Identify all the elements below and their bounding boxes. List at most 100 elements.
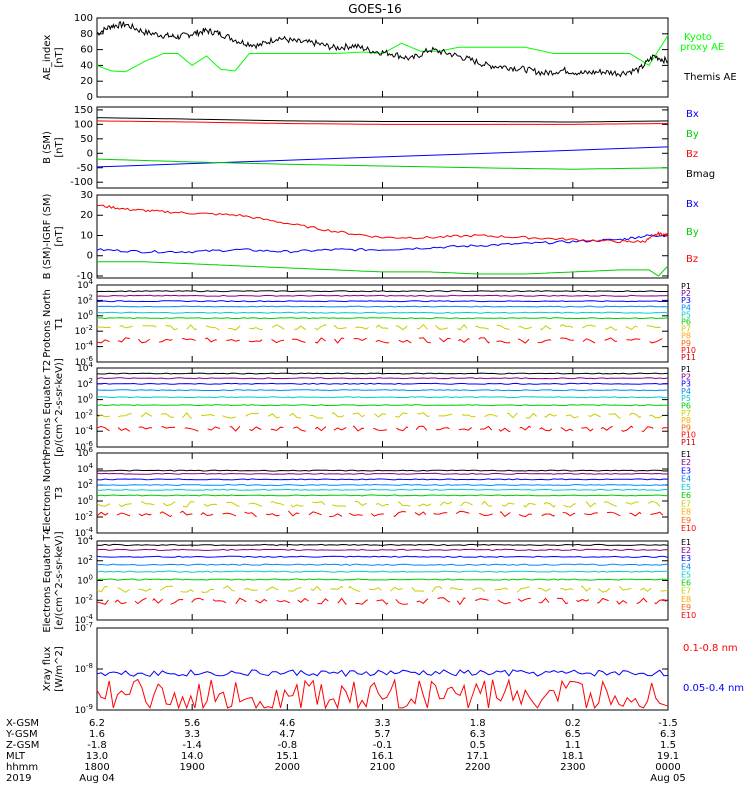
legend-label: E4 — [681, 475, 691, 484]
series-line — [96, 290, 668, 293]
legend-label: P9 — [681, 423, 691, 432]
legend-label: P6 — [681, 318, 691, 327]
y-axis-label: Protons Equator T2 [p/(cm^2-s-sr-keV)] — [42, 358, 65, 457]
series-line — [96, 294, 669, 297]
legend-label: Kyoto — [684, 32, 712, 43]
panel-frame — [96, 452, 669, 534]
tick-label: 40 — [80, 60, 93, 71]
series-line — [96, 469, 669, 472]
x-tick-label: 2200 — [465, 762, 490, 773]
y-axis-label: AE_index [nT] — [42, 35, 65, 81]
x-tick-label: 4.6 — [279, 718, 295, 729]
series-line — [97, 488, 669, 491]
panel-frame — [96, 367, 669, 448]
tick-label: 30 — [80, 190, 93, 201]
panel-frame — [96, 284, 669, 363]
legend-label: E7 — [681, 499, 691, 508]
legend-label: E8 — [681, 508, 691, 517]
tick-label: 0 — [87, 92, 93, 103]
legend-label: P2 — [681, 372, 691, 381]
y-axis-label: Electrons Equator T4 [e/(cm^2-s-sr-keV)] — [42, 528, 65, 632]
legend-label: E5 — [681, 570, 691, 579]
x-tick-label: 5.7 — [375, 729, 391, 740]
tick-label: 10-4 — [75, 526, 94, 539]
tick-label: 10-2 — [75, 510, 93, 523]
panel-frame — [96, 540, 669, 621]
tick-label: 104 — [77, 361, 93, 374]
y-label-unit: [e/(cm^2-s-sr-keV)] — [54, 531, 65, 629]
tick-label: 100 — [74, 119, 93, 130]
tick-label: 10-6 — [75, 355, 94, 368]
x-tick-label: 1.5 — [660, 740, 676, 751]
series-line — [96, 597, 669, 606]
y-axis-label: Electrons North T3 — [42, 454, 65, 531]
legend-label: By — [686, 129, 699, 140]
x-tick-label: 18.1 — [562, 751, 584, 762]
tick-label: 102 — [77, 377, 93, 390]
x-row-label: 2019 — [6, 773, 31, 784]
legend-label: 0.1-0.8 nm — [683, 643, 738, 654]
x-tick-label: 15.1 — [276, 751, 298, 762]
tick-label: 102 — [77, 554, 93, 567]
legend-label: P4 — [681, 387, 691, 396]
x-tick-label: 4.7 — [279, 729, 295, 740]
legend-label: Bz — [686, 149, 698, 160]
x-tick-label: 0000 — [655, 762, 680, 773]
tick-label: 100 — [77, 309, 93, 322]
series-line — [96, 389, 669, 392]
y-label-unit: [nT] — [54, 137, 65, 157]
tick-label: 10-4 — [75, 613, 94, 626]
series-line — [96, 678, 669, 710]
tick-label: 10-2 — [75, 408, 93, 421]
tick-label: 100 — [77, 393, 93, 406]
x-tick-label: 2100 — [370, 762, 395, 773]
x-tick-label: 5.6 — [184, 718, 200, 729]
series-line — [97, 261, 669, 277]
legend-label: P8 — [681, 332, 691, 341]
series-line — [96, 204, 669, 244]
panel-3: B (SM)-IGRF (SM) [nT] -10 0 10 20 30 Bx By Bz — [42, 190, 699, 282]
panel-4: Protons North T1 10-6 10-4 10-2 100 102 104 P1P2… — [42, 278, 696, 368]
panel-7: Electrons Equator T4 [e/(cm^2-s-sr-keV)] 1… — [42, 528, 696, 632]
x-tick-label: 1800 — [84, 762, 109, 773]
legend-label: P4 — [681, 303, 691, 312]
x-tick-label: 1.1 — [565, 740, 581, 751]
tick-label: 80 — [80, 29, 93, 40]
tick-label: -50 — [77, 163, 93, 174]
x-tick-label: 1.8 — [470, 718, 486, 729]
series-line — [96, 478, 669, 481]
legend-label: E3 — [681, 554, 691, 563]
tick-label: 0 — [87, 148, 93, 159]
x-tick-label: 0.5 — [470, 740, 486, 751]
series-line — [96, 555, 669, 558]
legend-label: P3 — [681, 380, 691, 389]
x-row-label: X-GSM — [6, 718, 39, 729]
x-tick-label: 16.1 — [371, 751, 393, 762]
tick-label: 10-4 — [75, 340, 94, 353]
x-tick-label: 3.3 — [375, 718, 391, 729]
y-label-line: Xray flux — [42, 647, 53, 692]
panel-8: Xray flux [W/m^2] 10-9 10-8 10-7 0.1-0.8 nm 0.… — [42, 621, 744, 716]
y-axis-label: B (SM) [nT] — [42, 131, 65, 164]
series-line — [96, 585, 669, 594]
legend-label: E9 — [681, 516, 691, 525]
y-label-unit: [nT] — [54, 47, 65, 67]
legend-label: E6 — [681, 579, 691, 588]
series-line — [96, 425, 669, 433]
tick-label: 10-6 — [75, 440, 94, 453]
series-line — [96, 317, 669, 320]
x-tick-label: 6.3 — [660, 729, 676, 740]
tick-label: 104 — [77, 462, 93, 475]
series-line — [96, 543, 669, 547]
legend-label: P6 — [681, 402, 691, 411]
series-line — [96, 404, 668, 407]
legend-label: By — [686, 227, 699, 238]
series-line — [96, 146, 669, 168]
series-line — [96, 233, 669, 254]
series-line — [96, 494, 668, 497]
x-tick-label: 2300 — [560, 762, 585, 773]
legend-label: P10 — [681, 431, 696, 440]
y-label-line: T1 — [54, 317, 65, 330]
series-line — [96, 669, 669, 678]
